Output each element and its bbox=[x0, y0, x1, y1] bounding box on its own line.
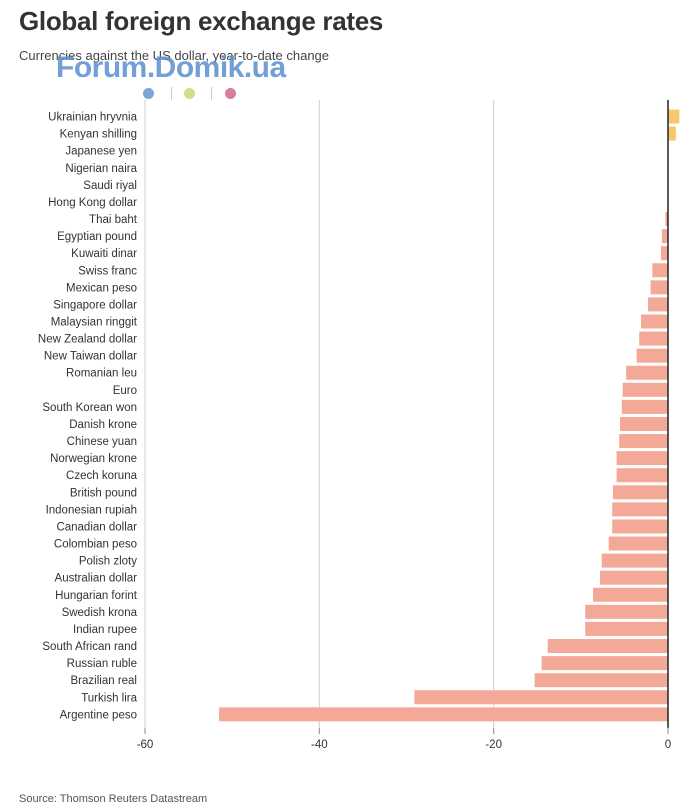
bar bbox=[647, 297, 668, 312]
bar bbox=[619, 434, 668, 449]
tick-label: 0 bbox=[665, 739, 671, 751]
category-label: Egyptian pound bbox=[57, 231, 137, 243]
watermark: Forum.Domik.ua bbox=[56, 51, 286, 84]
bar bbox=[612, 519, 668, 534]
legend bbox=[143, 87, 263, 101]
category-label: New Taiwan dollar bbox=[44, 351, 137, 363]
category-label: Indonesian rupiah bbox=[46, 504, 137, 516]
legend-dot-pink bbox=[225, 88, 236, 99]
category-label: Saudi riyal bbox=[83, 180, 137, 192]
bar bbox=[661, 246, 668, 261]
category-label: Hungarian forint bbox=[55, 590, 138, 602]
category-label: South African rand bbox=[42, 641, 137, 653]
category-label: Chinese yuan bbox=[67, 436, 137, 448]
tick-label: -40 bbox=[311, 739, 328, 751]
bar bbox=[600, 570, 668, 585]
category-label: Polish zloty bbox=[79, 556, 137, 568]
category-label: Colombian peso bbox=[54, 539, 137, 551]
bar bbox=[601, 553, 668, 568]
bar bbox=[585, 621, 668, 636]
bar bbox=[547, 639, 668, 654]
bar bbox=[620, 416, 668, 431]
legend-dot-blue bbox=[143, 88, 154, 99]
bar bbox=[639, 331, 668, 346]
tick-label: -20 bbox=[485, 739, 502, 751]
category-label: Australian dollar bbox=[55, 573, 138, 585]
bar bbox=[661, 229, 668, 244]
bar bbox=[640, 314, 668, 329]
chart-subtitle: Currencies against the US dollar, year-t… bbox=[19, 48, 330, 63]
category-label: Kenyan shilling bbox=[60, 129, 137, 141]
category-label: Malaysian ringgit bbox=[51, 317, 138, 329]
category-label: Mexican peso bbox=[66, 282, 137, 294]
chart-title: Global foreign exchange rates bbox=[19, 6, 384, 36]
category-label: Swiss franc bbox=[78, 265, 137, 277]
bar bbox=[616, 468, 668, 483]
category-label: Argentine peso bbox=[60, 709, 137, 721]
bar bbox=[665, 212, 668, 227]
bar bbox=[616, 451, 668, 466]
category-label: Brazilian real bbox=[71, 675, 137, 687]
bar bbox=[219, 707, 668, 722]
legend-separator bbox=[171, 87, 172, 100]
category-label: Euro bbox=[113, 385, 137, 397]
bar bbox=[608, 536, 668, 551]
category-label: Singapore dollar bbox=[53, 299, 137, 311]
category-label: Indian rupee bbox=[73, 624, 137, 636]
category-label: Nigerian naira bbox=[65, 163, 137, 175]
category-label: Canadian dollar bbox=[56, 521, 137, 533]
category-label: Romanian leu bbox=[66, 368, 137, 380]
bar bbox=[541, 656, 668, 671]
bar bbox=[668, 126, 676, 141]
tick-label: -60 bbox=[137, 739, 154, 751]
category-label: South Korean won bbox=[42, 402, 137, 414]
category-label: Czech koruna bbox=[66, 470, 138, 482]
category-label: Japanese yen bbox=[65, 146, 137, 158]
bar bbox=[414, 690, 668, 705]
bar bbox=[613, 485, 668, 500]
bar bbox=[668, 109, 680, 124]
category-label: Ukrainian hryvnia bbox=[48, 112, 137, 124]
bar bbox=[621, 399, 668, 414]
bar bbox=[636, 348, 668, 363]
legend-dot-yellow bbox=[184, 88, 195, 99]
bar bbox=[652, 263, 668, 278]
bar bbox=[593, 587, 668, 602]
bar bbox=[612, 502, 668, 517]
bar bbox=[650, 280, 668, 295]
category-label: Kuwaiti dinar bbox=[71, 248, 137, 260]
bar bbox=[534, 673, 668, 688]
category-label: Danish krone bbox=[69, 419, 137, 431]
category-label: New Zealand dollar bbox=[38, 334, 137, 346]
category-label: Russian ruble bbox=[67, 658, 137, 670]
category-label: Thai baht bbox=[89, 214, 138, 226]
bar bbox=[585, 604, 668, 619]
category-label: Norwegian krone bbox=[50, 453, 137, 465]
category-label: Turkish lira bbox=[81, 692, 137, 704]
source-note: Source: Thomson Reuters Datastream bbox=[19, 793, 208, 805]
category-label: Swedish krona bbox=[62, 607, 138, 619]
bar bbox=[626, 365, 668, 380]
category-label: British pound bbox=[70, 487, 137, 499]
category-label: Hong Kong dollar bbox=[48, 197, 137, 209]
legend-separator bbox=[211, 87, 212, 100]
bar bbox=[622, 382, 668, 397]
